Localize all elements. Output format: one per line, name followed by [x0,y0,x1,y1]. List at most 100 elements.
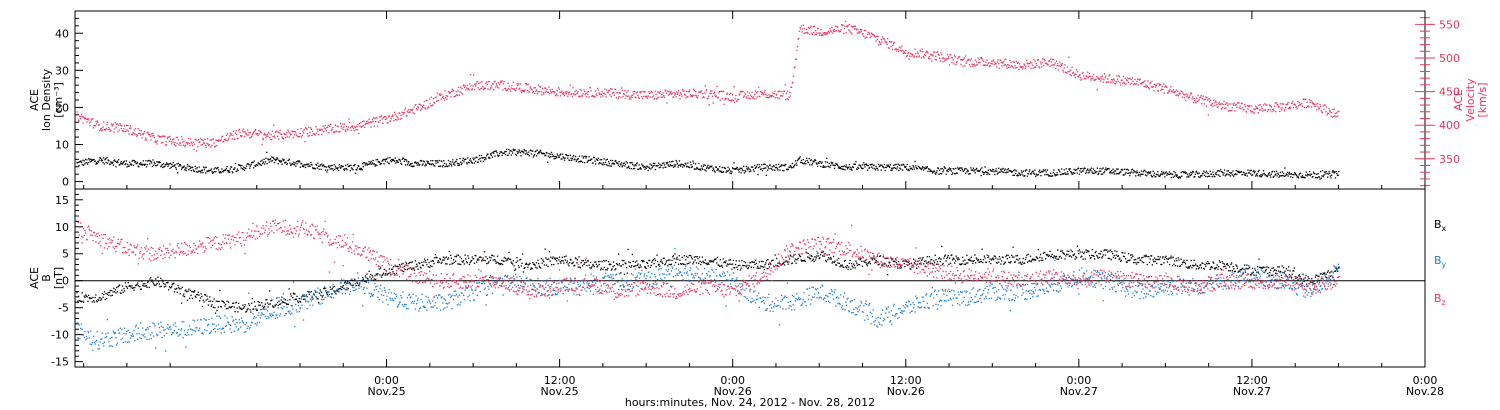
data-point [560,95,562,97]
data-point [409,164,411,166]
data-point [1138,173,1140,176]
data-point [539,86,542,88]
data-point [521,262,523,264]
data-point [495,86,497,88]
data-point [362,278,364,280]
data-point [207,143,209,145]
data-point [1309,171,1311,173]
data-point [632,163,634,166]
data-point [240,165,242,167]
data-point [1055,174,1058,176]
data-point [383,268,385,271]
data-point [149,135,152,137]
data-point [752,266,755,269]
data-point [526,84,528,86]
data-point [425,163,427,165]
data-point [238,306,240,308]
data-point [81,113,83,116]
data-point [1295,106,1297,109]
data-point [1174,175,1176,177]
data-point [111,294,114,296]
bottom-panel-data [76,215,1340,352]
data-point [1012,61,1014,63]
data-point [663,257,665,259]
data-point [1205,175,1207,178]
data-point [898,46,901,48]
data-point [279,303,281,306]
data-point [1209,99,1211,101]
data-point [666,163,668,165]
data-point [781,91,783,93]
data-point [915,53,917,55]
data-point [1248,104,1250,107]
data-point [194,290,196,292]
data-point [1135,172,1137,174]
data-point [273,135,276,137]
data-point [87,117,89,119]
data-point [457,254,460,256]
data-point [364,126,366,129]
data-point [223,170,225,172]
data-point [764,89,766,91]
data-point [881,36,884,38]
data-point [327,295,329,297]
data-point [487,262,489,264]
data-point [521,150,523,152]
data-point [238,302,240,304]
data-point [450,96,452,98]
data-point [692,160,694,162]
data-point [833,164,835,166]
data-point [1222,174,1224,176]
data-point [1003,64,1005,66]
data-point [1174,172,1176,174]
data-point [567,93,570,95]
data-point [842,24,844,26]
data-point [345,167,348,170]
data-point [258,301,261,303]
data-point [261,302,263,304]
data-point [550,256,552,258]
data-point [1190,93,1193,95]
data-point [600,267,602,269]
data-point [858,164,860,166]
data-point [644,266,646,268]
data-point [646,166,649,168]
data-point [891,167,893,170]
data-point [654,259,657,262]
data-point [98,159,100,161]
data-point [294,293,296,295]
data-point [717,168,719,170]
data-point [939,57,941,59]
data-point [355,168,357,171]
data-point [152,282,155,285]
data-point [911,53,914,55]
data-point [113,159,115,162]
data-point [723,103,725,105]
data-point [254,165,256,167]
data-point [448,91,450,93]
data-point [671,259,673,261]
data-point [395,115,398,117]
data-point [687,256,689,258]
data-point [445,263,447,265]
data-point [858,31,860,33]
data-point [358,168,361,170]
data-point [1020,173,1022,176]
data-point [1269,105,1271,107]
data-point [1290,106,1292,108]
data-point [222,300,224,303]
data-point [256,164,258,166]
data-point [1256,173,1258,175]
data-point [741,169,743,171]
data-point [573,265,575,267]
data-point [911,167,913,169]
data-point [638,267,641,269]
data-point [746,168,748,170]
data-point [722,170,725,173]
data-point [785,99,787,101]
data-point [201,143,203,146]
data-point [651,96,653,98]
data-point [100,299,102,301]
data-point [748,97,750,99]
